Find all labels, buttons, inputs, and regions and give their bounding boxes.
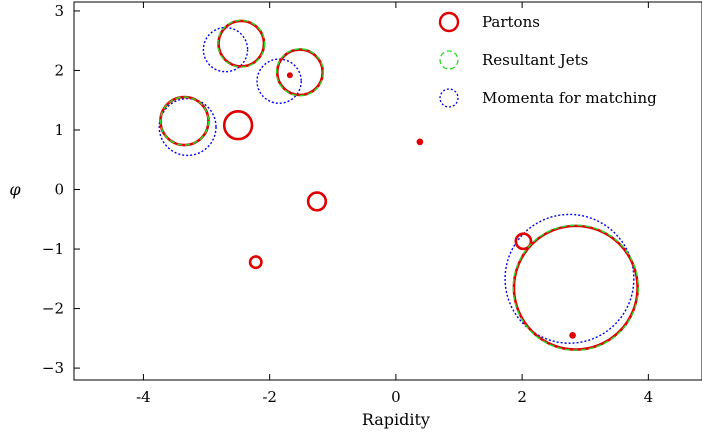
momenta-for-matching-circle-1	[256, 58, 302, 104]
axis-ticks: -4 -2 0 2 4 −3 −2 −1 0 1 2 3	[42, 2, 653, 406]
legend-marker-resultant-jets	[439, 50, 459, 70]
legend-label-momenta-for-matching: Momenta for matching	[482, 89, 657, 107]
partons-circle-6	[286, 72, 293, 79]
y-axis-title: φ	[9, 180, 21, 199]
resultant-jets-circle-3	[512, 224, 639, 351]
y-tick-label-5: 2	[54, 61, 64, 79]
y-tick-label-6: 3	[54, 2, 64, 20]
x-axis-title: Rapidity	[362, 410, 430, 429]
plot-frame	[73, 1, 702, 381]
x-tick-label-0: -4	[136, 388, 151, 406]
y-tick-label-2: −1	[42, 240, 64, 258]
momenta-for-matching-circle-2	[158, 97, 217, 157]
partons-circle-7	[416, 138, 424, 146]
momenta-for-matching-circle-3	[504, 213, 635, 344]
x-tick-label-4: 4	[644, 388, 654, 406]
x-tick-label-3: 2	[517, 388, 527, 406]
y-tick-label-1: −2	[42, 300, 64, 318]
partons-circle-1	[217, 19, 266, 68]
partons-circle-3	[222, 110, 254, 141]
y-tick-label-0: −3	[42, 359, 64, 377]
legend-label-resultant-jets: Resultant Jets	[482, 51, 588, 69]
partons-circle-9	[569, 332, 576, 339]
legend: Partons Resultant Jets Momenta for matchin…	[438, 11, 657, 108]
y-tick-label-4: 1	[54, 121, 64, 139]
legend-marker-partons	[438, 11, 460, 33]
resultant-jets-circle-0	[159, 96, 210, 146]
legend-marker-momenta-for-matching	[439, 88, 459, 108]
data-marks	[158, 19, 639, 351]
partons-circle-4	[306, 191, 328, 212]
legend-label-partons: Partons	[482, 13, 540, 31]
momenta-for-matching-circle-0	[202, 26, 249, 73]
resultant-jets-circle-1	[217, 19, 266, 68]
x-tick-label-1: -2	[262, 388, 277, 406]
partons-circle-8	[514, 232, 533, 251]
partons-circle-10	[512, 224, 639, 351]
resultant-jets-circle-2	[275, 48, 325, 97]
partons-circle-5	[248, 255, 263, 270]
y-tick-label-3: 0	[54, 181, 64, 199]
x-tick-label-2: 0	[391, 388, 401, 406]
